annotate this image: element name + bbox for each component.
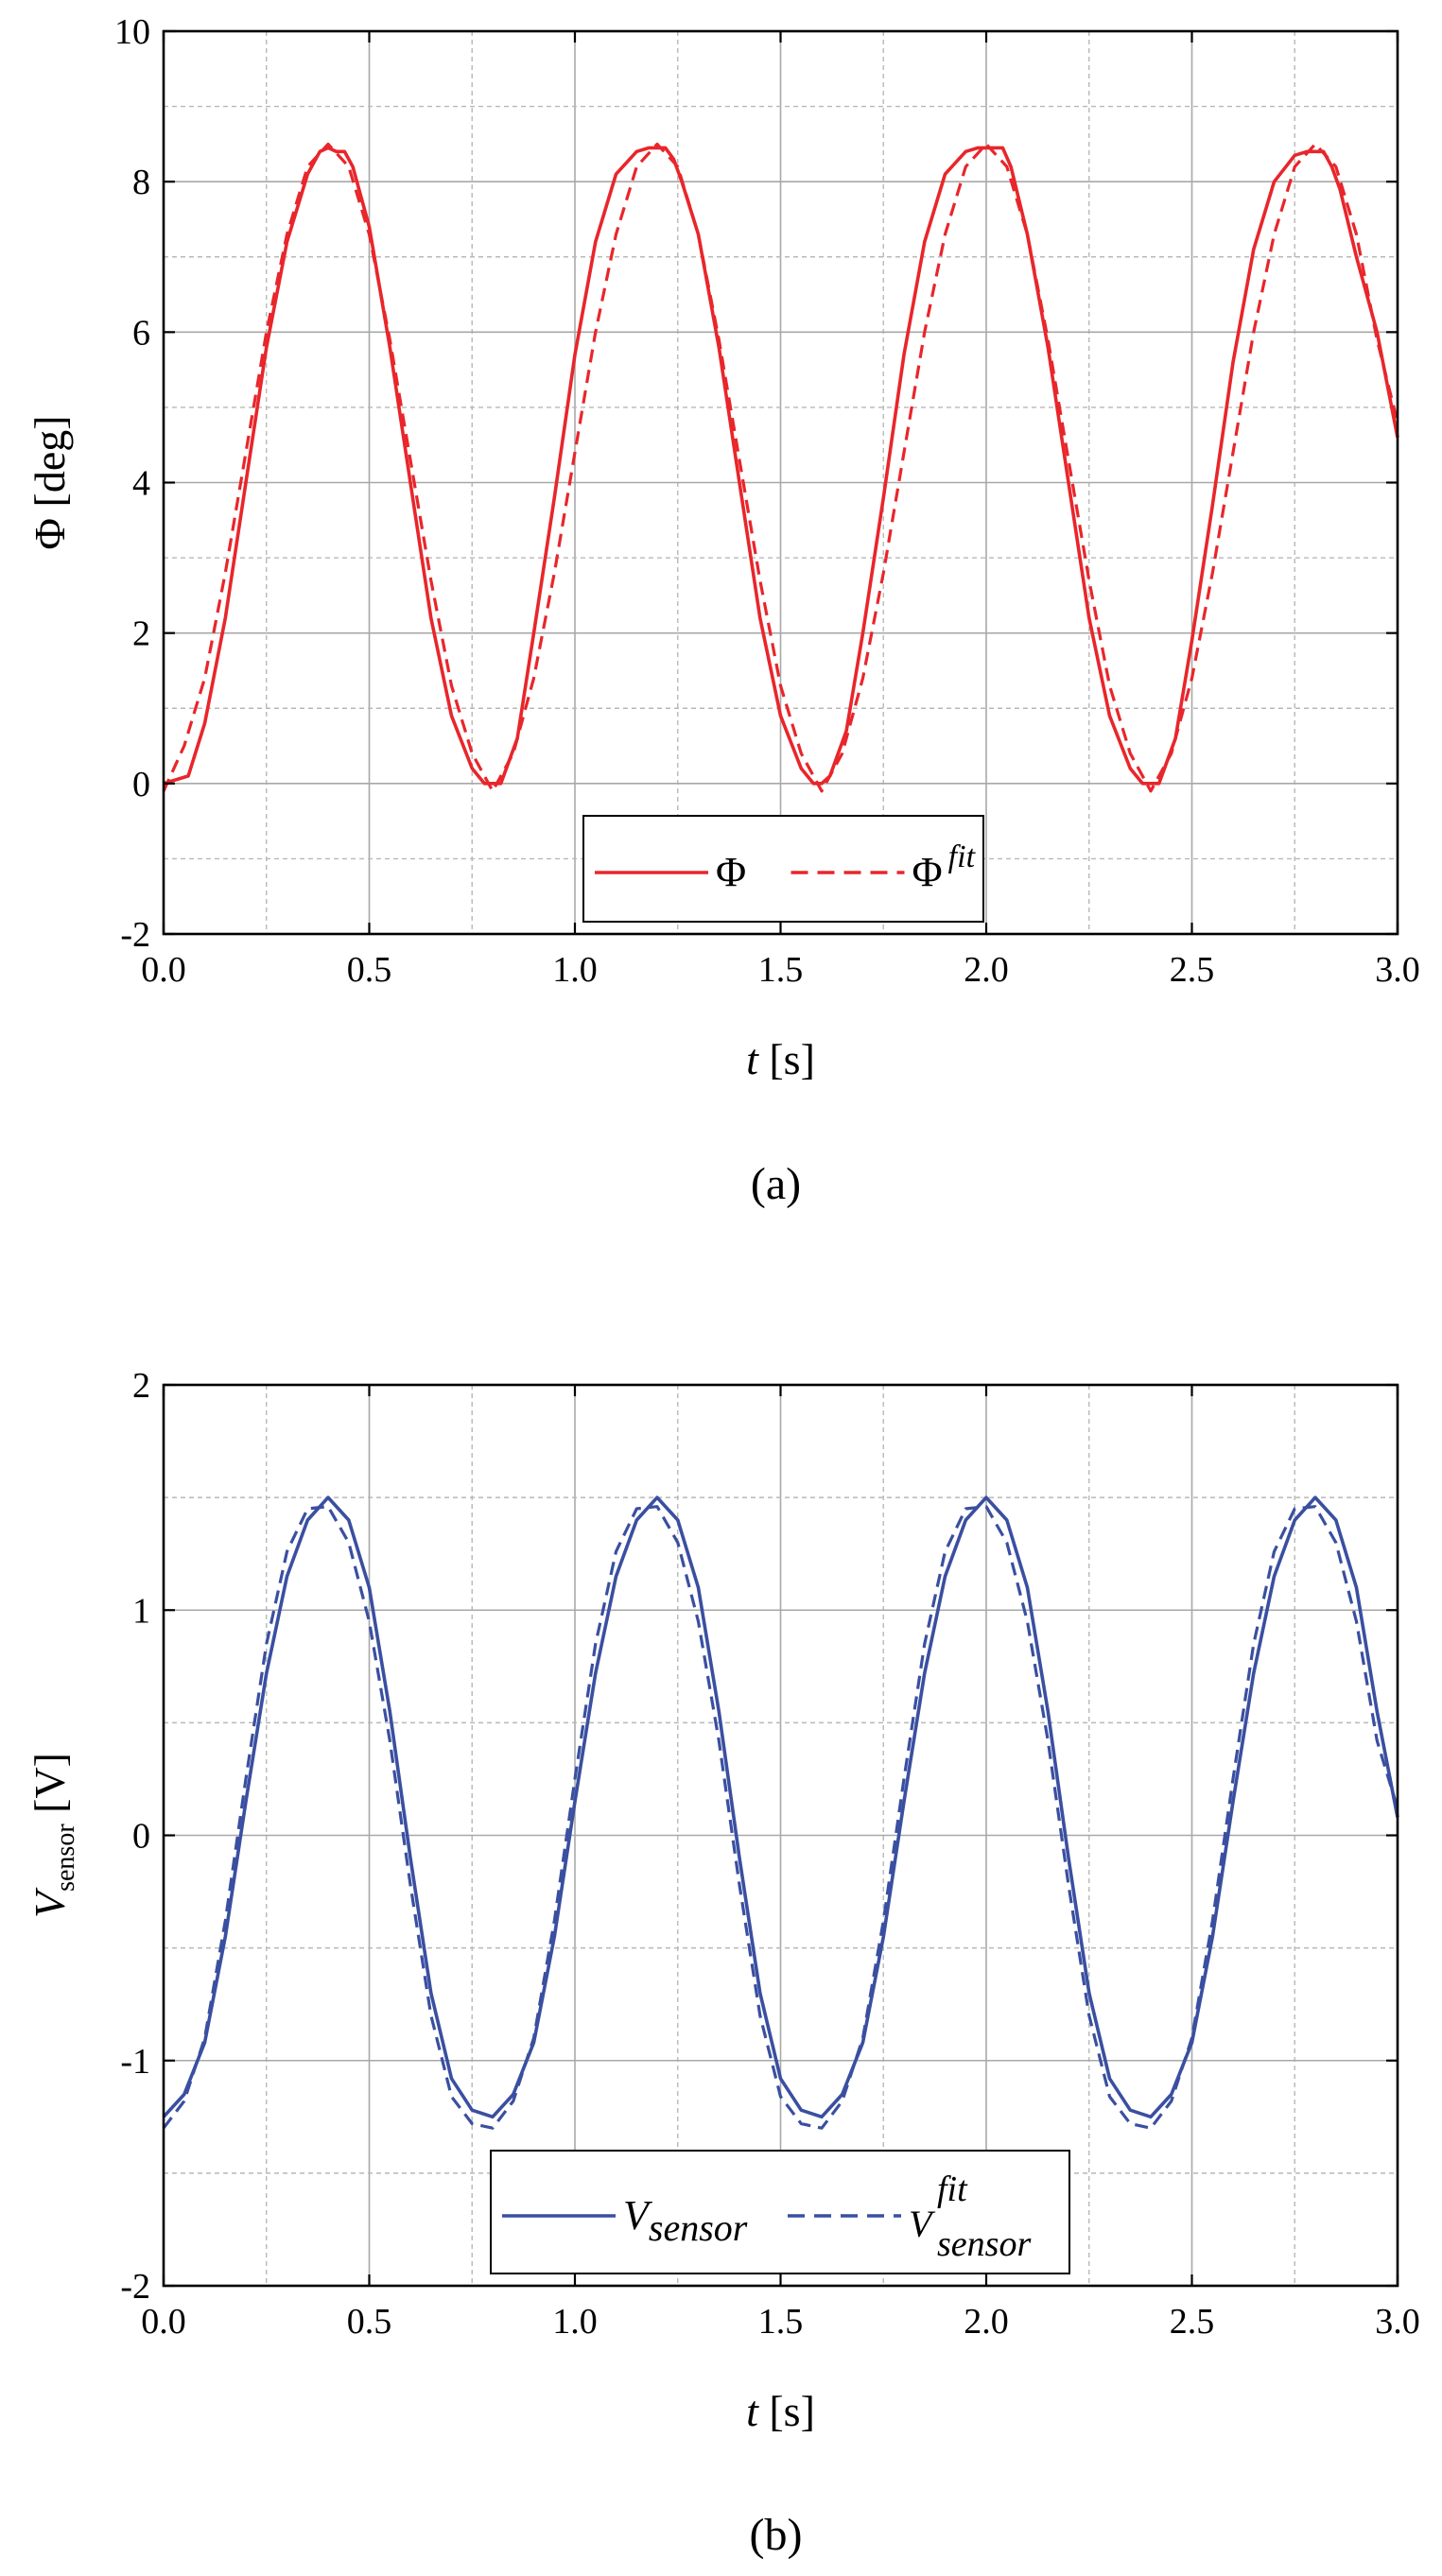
panel-a-grid [164, 31, 1398, 934]
panel-a-y-tick-label: 6 [132, 313, 150, 353]
panel-a-x-tick-label: 3.0 [1375, 950, 1420, 990]
panel-b-panel-label: (b) [750, 2510, 803, 2560]
panel-b-grid [164, 1385, 1398, 2286]
chart-panel-a: 0.0 0.5 1.0 1.5 2.0 2.5 3.0 -2 0 2 4 6 8 10 t [s] Φ [de… [26, 12, 1420, 1209]
panel-a-y-tick-label: 4 [132, 464, 150, 504]
panel-b-x-tick-label: 1.0 [552, 2302, 598, 2342]
panel-a-y-tick-label: 0 [132, 765, 150, 804]
panel-b-x-tick-label: 0.0 [141, 2302, 186, 2342]
panel-b-y-axis-label: Vsensor [V] [26, 1753, 80, 1918]
chart-panel-b: 0.0 0.5 1.0 1.5 2.0 2.5 3.0 -2 -1 0 1 2 t [s] Vsensor… [26, 1366, 1420, 2560]
panel-a-y-tick-label: 10 [114, 12, 150, 52]
panel-a-x-tick-label: 2.5 [1170, 950, 1215, 990]
panel-a-y-tick-label: -2 [120, 915, 150, 955]
panel-b-tick-marks [162, 1383, 1399, 2288]
panel-b-series-fit-line [162, 1505, 1399, 2130]
panel-b-legend: Vsensor Vfit sensor [490, 2150, 1070, 2274]
panel-b-legend-label: Vsensor [623, 2192, 748, 2249]
panel-b-y-tick-label: -1 [120, 2042, 150, 2082]
panel-a-series-measured-line [163, 146, 1399, 786]
panel-a-legend-box [582, 815, 984, 923]
panel-b-x-tick-label: 2.5 [1170, 2302, 1215, 2342]
panel-a-x-axis-label: t [s] [746, 1035, 815, 1083]
panel-a-tick-marks [162, 29, 1399, 936]
panel-a-x-tick-label: 1.5 [758, 950, 804, 990]
panel-a-x-tick-label: 0.5 [347, 950, 392, 990]
panel-a-y-tick-label: 2 [132, 614, 150, 654]
panel-b-legend-label: Vfit sensor [909, 2170, 1031, 2264]
panel-a-y-axis-label: Φ [deg] [26, 415, 74, 549]
panel-b-y-tick-label: -2 [120, 2267, 150, 2307]
panel-b-x-axis-label: t [s] [746, 2387, 815, 2435]
panel-a-y-tick-label: 8 [132, 163, 150, 202]
panel-b-y-tick-label: 0 [132, 1817, 150, 1857]
panel-b-x-tick-label: 2.0 [964, 2302, 1009, 2342]
panel-a-x-tick-label: 1.0 [552, 950, 598, 990]
panel-b-x-tick-label: 0.5 [347, 2302, 392, 2342]
panel-b-x-tick-label: 1.5 [758, 2302, 804, 2342]
panel-a-panel-label: (a) [751, 1159, 801, 1209]
panel-b-y-tick-label: 2 [132, 1366, 150, 1406]
panel-b-x-tick-label: 3.0 [1375, 2302, 1420, 2342]
panel-a-legend-label: Φ [716, 849, 746, 895]
panel-a-x-tick-label: 0.0 [141, 950, 186, 990]
panel-b-y-tick-label: 1 [132, 1591, 150, 1631]
panel-a-x-tick-label: 2.0 [964, 950, 1009, 990]
panel-a-series-fit-line [162, 142, 1399, 793]
panel-b-legend-box [490, 2150, 1070, 2274]
